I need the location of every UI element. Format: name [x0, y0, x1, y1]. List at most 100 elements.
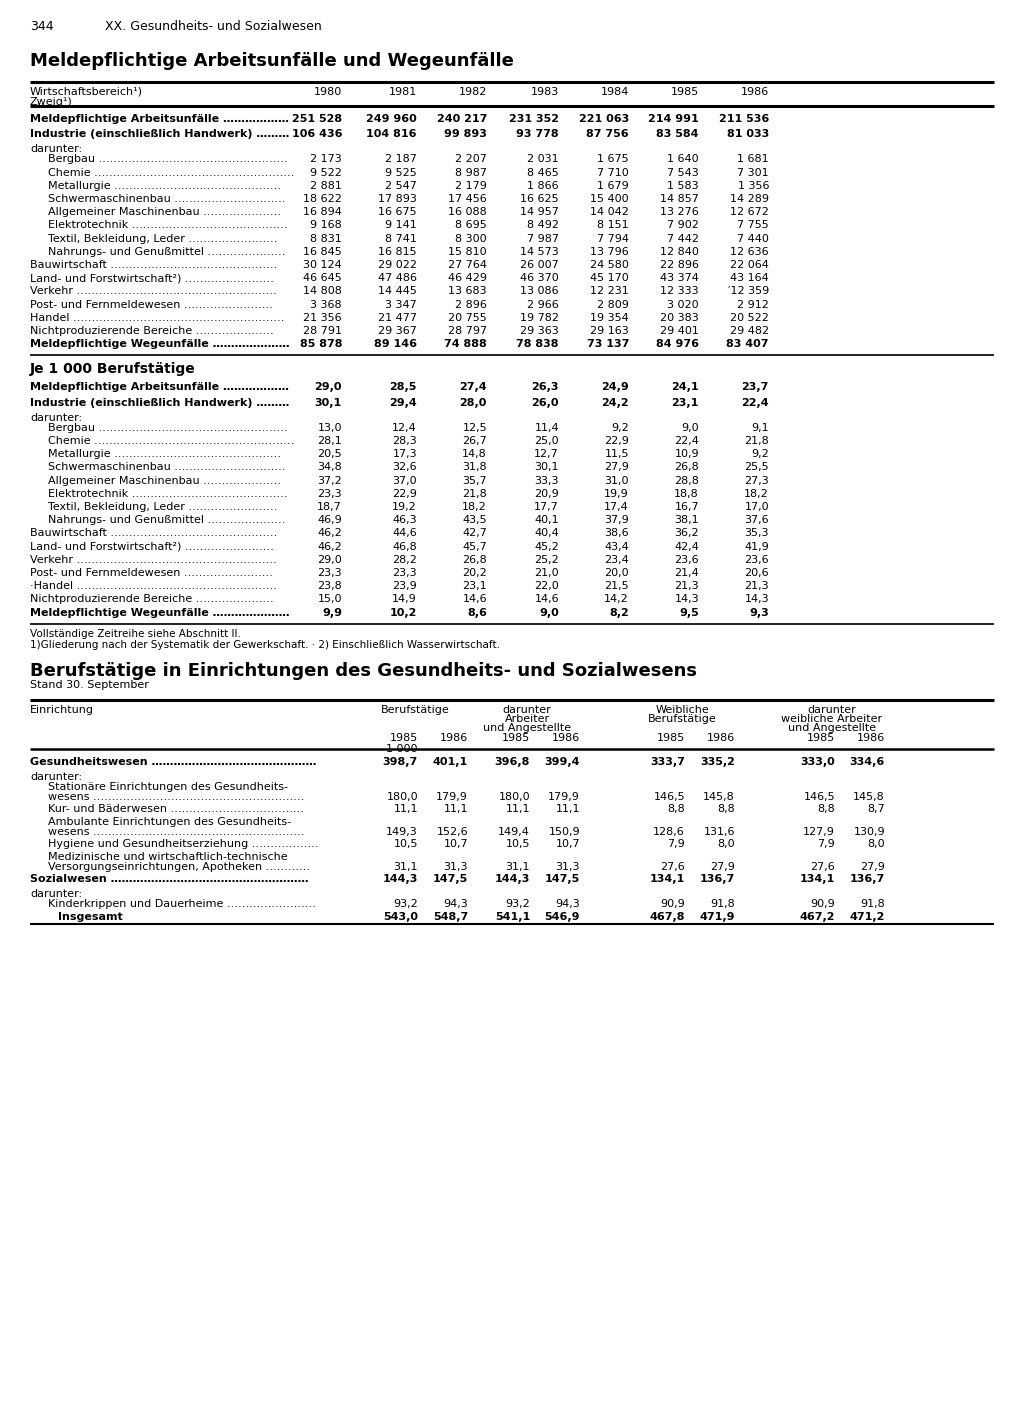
- Text: Stationäre Einrichtungen des Gesundheits-: Stationäre Einrichtungen des Gesundheits…: [48, 782, 288, 791]
- Text: 27,6: 27,6: [810, 861, 835, 872]
- Text: 28,1: 28,1: [317, 436, 342, 446]
- Text: 134,1: 134,1: [800, 874, 835, 884]
- Text: 27,9: 27,9: [860, 861, 885, 872]
- Text: 28,8: 28,8: [674, 476, 699, 486]
- Text: 8,0: 8,0: [867, 838, 885, 848]
- Text: Post- und Fernmeldewesen ……………………: Post- und Fernmeldewesen ……………………: [30, 300, 272, 310]
- Text: 1 681: 1 681: [737, 155, 769, 165]
- Text: 94,3: 94,3: [443, 899, 468, 909]
- Text: 333,7: 333,7: [650, 757, 685, 767]
- Text: Verkehr ………………………………………………: Verkehr ………………………………………………: [30, 554, 276, 564]
- Text: 1)Gliederung nach der Systematik der Gewerkschaft. · 2) Einschließlich Wasserwir: 1)Gliederung nach der Systematik der Gew…: [30, 639, 500, 649]
- Text: Einrichtung: Einrichtung: [30, 705, 94, 715]
- Text: 2 173: 2 173: [310, 155, 342, 165]
- Text: 18,8: 18,8: [674, 489, 699, 499]
- Text: 149,3: 149,3: [386, 827, 418, 837]
- Text: 8 741: 8 741: [385, 233, 417, 243]
- Text: 38,1: 38,1: [675, 516, 699, 526]
- Text: 31,0: 31,0: [604, 476, 629, 486]
- Text: Zweig¹): Zweig¹): [30, 97, 73, 107]
- Text: 23,9: 23,9: [392, 581, 417, 591]
- Text: darunter:: darunter:: [30, 888, 82, 899]
- Text: 24,9: 24,9: [601, 382, 629, 392]
- Text: 24 580: 24 580: [590, 260, 629, 270]
- Text: 21,8: 21,8: [744, 436, 769, 446]
- Text: 46,3: 46,3: [392, 516, 417, 526]
- Text: 21,3: 21,3: [675, 581, 699, 591]
- Text: 20 755: 20 755: [449, 313, 487, 323]
- Text: weibliche Arbeiter: weibliche Arbeiter: [781, 713, 883, 723]
- Text: 12 333: 12 333: [660, 287, 699, 297]
- Text: 27,4: 27,4: [460, 382, 487, 392]
- Text: 14 857: 14 857: [660, 195, 699, 205]
- Text: 47 486: 47 486: [378, 273, 417, 283]
- Text: 1 679: 1 679: [597, 180, 629, 190]
- Text: Meldepflichtige Arbeitsunfälle ………………: Meldepflichtige Arbeitsunfälle ………………: [30, 114, 289, 124]
- Text: 2 966: 2 966: [527, 300, 559, 310]
- Text: 11,5: 11,5: [604, 449, 629, 459]
- Text: 18 622: 18 622: [303, 195, 342, 205]
- Text: 1986: 1986: [857, 733, 885, 743]
- Text: 30,1: 30,1: [535, 462, 559, 472]
- Text: 23,3: 23,3: [317, 568, 342, 578]
- Text: 1 640: 1 640: [668, 155, 699, 165]
- Text: 37,2: 37,2: [317, 476, 342, 486]
- Text: 46,2: 46,2: [317, 529, 342, 539]
- Text: 9,5: 9,5: [679, 608, 699, 618]
- Text: Nichtproduzierende Bereiche …………………: Nichtproduzierende Bereiche …………………: [30, 594, 273, 604]
- Text: Schwermaschinenbau …………………………: Schwermaschinenbau …………………………: [48, 195, 286, 205]
- Text: Elektrotechnik ……………………………………: Elektrotechnik ……………………………………: [48, 220, 288, 230]
- Text: 152,6: 152,6: [436, 827, 468, 837]
- Text: 9 522: 9 522: [310, 168, 342, 178]
- Text: 147,5: 147,5: [545, 874, 580, 884]
- Text: Berufstätige in Einrichtungen des Gesundheits- und Sozialwesens: Berufstätige in Einrichtungen des Gesund…: [30, 662, 697, 679]
- Text: 15,0: 15,0: [317, 594, 342, 604]
- Text: 23,3: 23,3: [392, 568, 417, 578]
- Text: Arbeiter: Arbeiter: [505, 713, 550, 723]
- Text: 8 695: 8 695: [456, 220, 487, 230]
- Text: 83 584: 83 584: [656, 129, 699, 139]
- Text: 91,8: 91,8: [711, 899, 735, 909]
- Text: 46 645: 46 645: [303, 273, 342, 283]
- Text: 26 007: 26 007: [520, 260, 559, 270]
- Text: 7 710: 7 710: [597, 168, 629, 178]
- Text: 29,4: 29,4: [389, 398, 417, 408]
- Text: 8,8: 8,8: [668, 804, 685, 814]
- Text: 1986: 1986: [740, 87, 769, 97]
- Text: 17,7: 17,7: [535, 502, 559, 512]
- Text: 73 137: 73 137: [587, 340, 629, 350]
- Text: 2 179: 2 179: [455, 180, 487, 190]
- Text: 23,6: 23,6: [675, 554, 699, 564]
- Text: 23,1: 23,1: [672, 398, 699, 408]
- Text: 40,1: 40,1: [535, 516, 559, 526]
- Text: Industrie (einschließlich Handwerk) ………: Industrie (einschließlich Handwerk) ………: [30, 398, 290, 408]
- Text: 1980: 1980: [313, 87, 342, 97]
- Text: Post- und Fernmeldewesen ……………………: Post- und Fernmeldewesen ……………………: [30, 568, 272, 578]
- Text: 2 187: 2 187: [385, 155, 417, 165]
- Text: 31,3: 31,3: [555, 861, 580, 872]
- Text: 2 881: 2 881: [310, 180, 342, 190]
- Text: 144,3: 144,3: [495, 874, 530, 884]
- Text: 91,8: 91,8: [860, 899, 885, 909]
- Text: 31,1: 31,1: [506, 861, 530, 872]
- Text: Metallurgie ………………………………………: Metallurgie ………………………………………: [48, 449, 281, 459]
- Text: Kinderkrippen und Dauerheime ……………………: Kinderkrippen und Dauerheime ……………………: [48, 899, 315, 909]
- Text: 13 683: 13 683: [449, 287, 487, 297]
- Text: 334,6: 334,6: [850, 757, 885, 767]
- Text: 1985: 1985: [671, 87, 699, 97]
- Text: 19,2: 19,2: [392, 502, 417, 512]
- Text: 15 400: 15 400: [591, 195, 629, 205]
- Text: 12,4: 12,4: [392, 423, 417, 433]
- Text: 10,7: 10,7: [555, 838, 580, 848]
- Text: darunter:: darunter:: [30, 412, 82, 423]
- Text: 8,8: 8,8: [817, 804, 835, 814]
- Text: 180,0: 180,0: [499, 791, 530, 801]
- Text: 28,5: 28,5: [389, 382, 417, 392]
- Text: 29 401: 29 401: [660, 325, 699, 335]
- Text: 149,4: 149,4: [498, 827, 530, 837]
- Text: 130,9: 130,9: [853, 827, 885, 837]
- Text: 8,0: 8,0: [718, 838, 735, 848]
- Text: 16 625: 16 625: [520, 195, 559, 205]
- Text: 12 231: 12 231: [590, 287, 629, 297]
- Text: darunter:: darunter:: [30, 145, 82, 155]
